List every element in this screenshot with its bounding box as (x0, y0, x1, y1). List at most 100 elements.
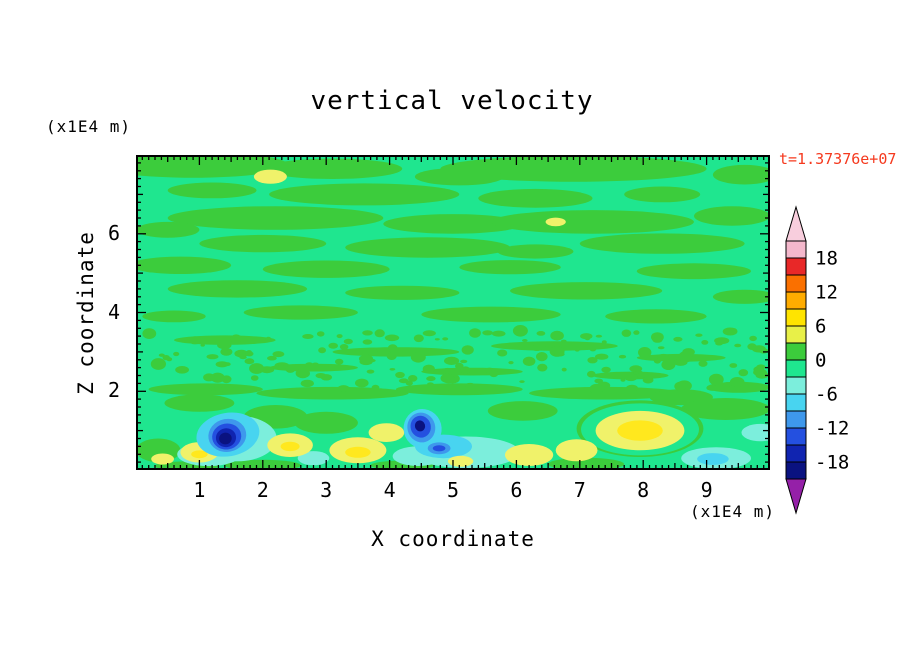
colorbar-segment (785, 274, 807, 293)
contour-blob (421, 367, 523, 376)
contour-speckle (442, 337, 449, 341)
contour-speckle (210, 372, 225, 383)
contour-blob (447, 455, 474, 467)
contour-blob (136, 221, 200, 238)
contour-speckle (554, 351, 565, 357)
contour-speckle (729, 363, 738, 368)
colorbar-segment (785, 291, 807, 310)
contour-blob (414, 168, 504, 186)
contour-blob (605, 309, 707, 324)
contour-blob (253, 169, 287, 184)
contour-speckle (364, 348, 378, 355)
contour-speckle (621, 329, 632, 337)
contour-blob (191, 450, 208, 459)
x-tick-label: 8 (637, 478, 650, 502)
contour-speckle (244, 358, 255, 365)
contour-speckle (386, 352, 397, 360)
contour-speckle (217, 341, 232, 350)
contour-speckle (455, 362, 464, 370)
contour-speckle (708, 373, 724, 386)
contour-speckle (642, 376, 654, 384)
contour-speckle (594, 378, 603, 384)
contour-speckle (142, 328, 157, 339)
colorbar-segment (785, 308, 807, 327)
contour-speckle (638, 347, 652, 358)
contour-speckle (637, 372, 645, 379)
contour-speckle (618, 354, 627, 359)
contour-blob (459, 260, 561, 275)
contour-speckle (626, 384, 638, 392)
contour-speckle (389, 368, 396, 371)
contour-speckle (508, 361, 514, 365)
x-tick-label: 7 (573, 478, 586, 502)
contour-speckle (536, 331, 546, 336)
contour-blob (219, 432, 232, 445)
contour-speckle (234, 349, 249, 358)
contour-speckle (460, 366, 471, 374)
x-tick-label: 5 (446, 478, 460, 502)
contour-speckle (302, 334, 314, 339)
x-tick-label: 6 (510, 478, 523, 502)
contour-speckle (749, 335, 757, 342)
contour-speckle (657, 353, 670, 362)
contour-blob (199, 234, 327, 253)
x-tick-label: 4 (383, 478, 396, 502)
colorbar-segment (785, 376, 807, 395)
contour-speckle (595, 334, 603, 338)
x-axis-unit: (x1E4 m) (689, 502, 775, 521)
contour-speckle (497, 349, 508, 357)
contour-speckle (203, 373, 215, 382)
contour-speckle (522, 356, 536, 366)
contour-speckle (230, 334, 243, 344)
contour-speckle (714, 337, 730, 345)
contour-speckle (221, 348, 228, 353)
contour-blob (432, 445, 446, 452)
contour-blob (579, 233, 745, 254)
contour-speckle (531, 344, 543, 351)
contour-speckle (695, 333, 703, 337)
contour-speckle (215, 361, 229, 368)
contour-speckle (536, 352, 548, 362)
contour-blob (712, 164, 770, 185)
contour-speckle (482, 330, 493, 336)
contour-speckle (620, 378, 626, 382)
contour-blob (136, 155, 289, 178)
contour-speckle (413, 334, 424, 343)
contour-speckle (427, 382, 434, 386)
contour-blob (345, 446, 371, 458)
contour-blob (148, 383, 263, 396)
contour-blob (636, 263, 751, 280)
x-tick-label: 2 (256, 478, 269, 502)
contour-blob (555, 439, 598, 462)
contour-speckle (460, 359, 468, 364)
z-tick-label: 2 (107, 378, 120, 403)
colorbar-segment (785, 257, 807, 276)
contour-speckle (162, 355, 170, 361)
contour-speckle (398, 378, 409, 384)
contour-blob (491, 210, 694, 234)
contour-blob (345, 237, 510, 258)
contour-speckle (312, 362, 319, 367)
contour-speckle (587, 357, 598, 364)
contour-blob (529, 386, 682, 400)
timestamp: t=1.37376e+07 (779, 150, 897, 168)
contour-speckle (175, 366, 189, 374)
contour-blob (280, 441, 300, 452)
contour-speckle (489, 370, 499, 378)
z-axis-unit: (x1E4 m) (46, 117, 132, 136)
contour-speckle (408, 375, 418, 382)
contour-speckle (738, 369, 749, 377)
contour-speckle (722, 327, 738, 336)
colorbar-top-arrow (785, 205, 807, 242)
contour-speckle (624, 373, 638, 382)
contour-field (136, 155, 770, 470)
contour-speckle (300, 379, 314, 388)
contour-speckle (522, 339, 528, 342)
contour-speckle (734, 343, 742, 348)
contour-speckle (278, 364, 284, 367)
contour-speckle (442, 374, 456, 384)
contour-speckle (220, 384, 234, 393)
contour-blob (617, 420, 663, 441)
contour-blob (697, 453, 729, 465)
